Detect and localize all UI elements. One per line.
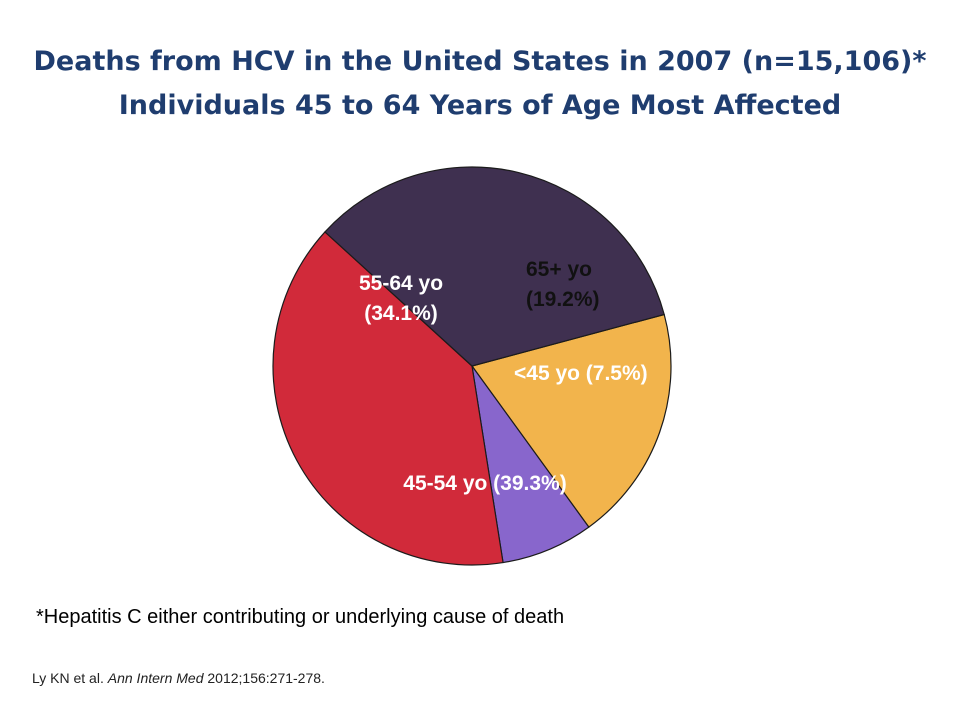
title-line-1: Deaths from HCV in the United States in … [33,46,927,77]
slice-label-45-54-line1: 45-54 yo (39.3%) [403,472,566,495]
slice-label-65-plus-line1: 65+ yo [526,258,592,281]
title-line-2: Individuals 45 to 64 Years of Age Most A… [118,90,842,121]
slice-label-45-54: 45-54 yo (39.3%) [403,472,566,495]
slice-label-55-64: 55-64 yo (34.1%) [359,272,443,325]
pie-slices [272,166,672,566]
pie-slice-45-54 [272,231,504,566]
slice-label-under-45-line1: <45 yo (7.5%) [514,362,648,385]
citation-authors: Ly KN et al. [32,670,104,686]
slice-label-65-plus: 65+ yo (19.2%) [526,258,600,311]
citation: Ly KN et al. Ann Intern Med 2012;156:271… [32,670,325,686]
slice-label-65-plus-line2: (19.2%) [526,288,600,311]
slice-label-55-64-line1: 55-64 yo [359,272,443,295]
chart-title: Deaths from HCV in the United States in … [0,40,960,128]
footnote: *Hepatitis C either contributing or unde… [36,606,565,628]
pie-slice-65-plus [471,313,672,528]
slice-label-under-45: <45 yo (7.5%) [514,362,648,385]
citation-details: 2012;156:271-278. [207,670,325,686]
citation-journal: Ann Intern Med [107,670,204,686]
slice-label-55-64-line2: (34.1%) [364,302,438,325]
pie-slice-55-64 [324,166,665,367]
